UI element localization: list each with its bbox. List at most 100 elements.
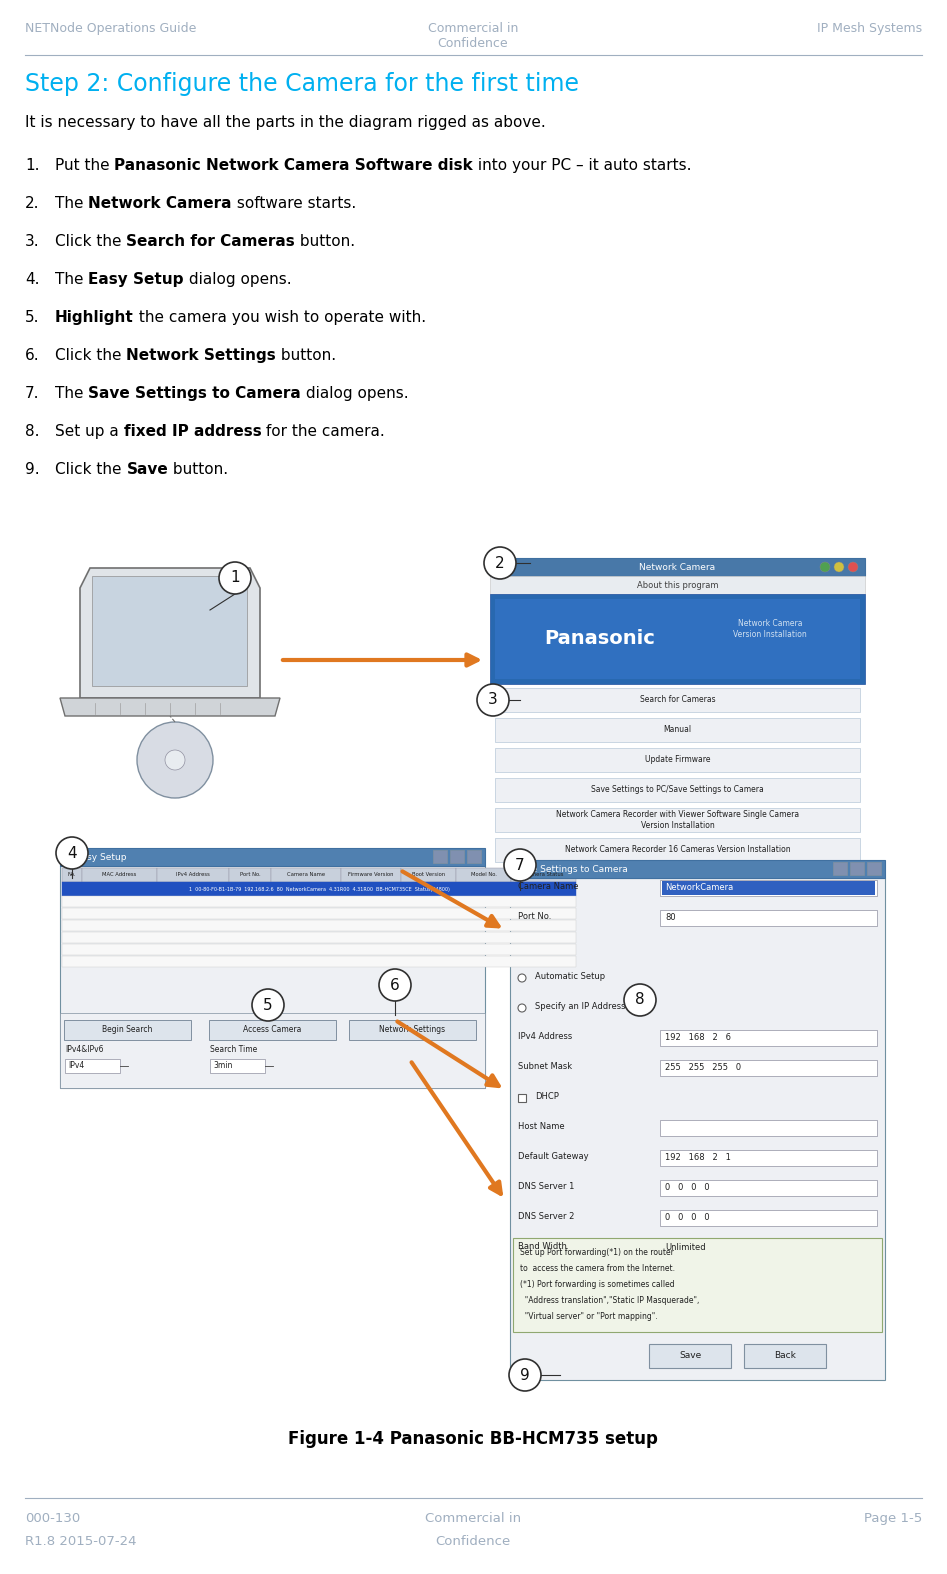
- Circle shape: [477, 685, 509, 716]
- Text: Click the: Click the: [55, 463, 126, 477]
- Text: NETNode Operations Guide: NETNode Operations Guide: [25, 22, 196, 35]
- Text: Boot Version: Boot Version: [412, 872, 445, 877]
- Text: Firmware Version: Firmware Version: [348, 872, 394, 877]
- FancyBboxPatch shape: [867, 863, 881, 875]
- Text: Set up a: Set up a: [55, 423, 124, 439]
- FancyBboxPatch shape: [60, 1014, 485, 1088]
- Circle shape: [834, 562, 844, 571]
- Text: Specify an IP Address: Specify an IP Address: [535, 1003, 626, 1011]
- Circle shape: [504, 848, 536, 881]
- FancyBboxPatch shape: [62, 944, 576, 955]
- FancyBboxPatch shape: [510, 878, 885, 1380]
- Text: Network Camera
Version Installation: Network Camera Version Installation: [733, 619, 807, 639]
- Circle shape: [219, 562, 251, 593]
- Text: MAC Address: MAC Address: [102, 872, 136, 877]
- Text: Unlimited: Unlimited: [665, 1243, 706, 1253]
- FancyBboxPatch shape: [341, 867, 401, 881]
- Text: 1.: 1.: [25, 157, 40, 173]
- Text: 255   255   255   0: 255 255 255 0: [665, 1064, 742, 1072]
- FancyBboxPatch shape: [649, 1344, 731, 1368]
- Circle shape: [848, 562, 858, 571]
- FancyBboxPatch shape: [62, 955, 576, 966]
- Polygon shape: [60, 697, 280, 716]
- Text: 8.: 8.: [25, 423, 40, 439]
- FancyBboxPatch shape: [660, 1029, 877, 1047]
- Text: Begin Search: Begin Search: [102, 1026, 152, 1034]
- FancyBboxPatch shape: [62, 867, 82, 881]
- Text: Automatic Setup: Automatic Setup: [535, 973, 605, 981]
- Text: Network Settings: Network Settings: [126, 348, 277, 364]
- FancyBboxPatch shape: [210, 1059, 265, 1073]
- FancyBboxPatch shape: [433, 850, 447, 863]
- Text: button.: button.: [169, 463, 228, 477]
- FancyBboxPatch shape: [660, 880, 877, 896]
- Text: (*1) Port forwarding is sometimes called: (*1) Port forwarding is sometimes called: [520, 1280, 674, 1289]
- Text: button.: button.: [277, 348, 336, 364]
- Text: 4.: 4.: [25, 272, 40, 286]
- FancyBboxPatch shape: [92, 576, 247, 686]
- Text: 9: 9: [520, 1368, 530, 1382]
- Text: 80: 80: [665, 913, 675, 922]
- FancyBboxPatch shape: [660, 1210, 877, 1226]
- FancyBboxPatch shape: [229, 867, 271, 881]
- FancyBboxPatch shape: [62, 919, 576, 930]
- FancyBboxPatch shape: [833, 863, 847, 875]
- Text: 5.: 5.: [25, 310, 40, 324]
- Text: The: The: [55, 386, 88, 401]
- Text: 1  00-80-F0-B1-1B-79  192.168.2.6  80  NetworkCamera  4.31R00  4.31R00  BB-HCM73: 1 00-80-F0-B1-1B-79 192.168.2.6 80 Netwo…: [188, 886, 450, 891]
- Text: Network Camera: Network Camera: [639, 562, 716, 571]
- Text: Network Camera: Network Camera: [88, 197, 232, 211]
- Text: for the camera.: for the camera.: [261, 423, 385, 439]
- FancyBboxPatch shape: [467, 850, 481, 863]
- FancyBboxPatch shape: [495, 600, 860, 678]
- Text: Easy Setup: Easy Setup: [88, 272, 184, 286]
- Circle shape: [252, 988, 284, 1022]
- Circle shape: [518, 974, 526, 982]
- Text: Commercial in: Commercial in: [425, 1513, 521, 1525]
- FancyBboxPatch shape: [850, 863, 864, 875]
- Text: IPv4: IPv4: [68, 1061, 84, 1070]
- Text: software starts.: software starts.: [232, 197, 356, 211]
- Text: Camera Name: Camera Name: [518, 881, 579, 891]
- Text: Camera Status: Camera Status: [524, 872, 563, 877]
- FancyBboxPatch shape: [510, 859, 885, 878]
- FancyBboxPatch shape: [62, 908, 576, 919]
- FancyBboxPatch shape: [495, 748, 860, 771]
- Text: 3: 3: [488, 693, 498, 707]
- Text: Port No.: Port No.: [518, 911, 551, 921]
- Polygon shape: [80, 568, 260, 697]
- FancyBboxPatch shape: [209, 1020, 336, 1040]
- FancyBboxPatch shape: [157, 867, 229, 881]
- Text: IP Mesh Systems: IP Mesh Systems: [817, 22, 922, 35]
- Text: 0   0   0   0: 0 0 0 0: [665, 1184, 709, 1193]
- Text: the camera you wish to operate with.: the camera you wish to operate with.: [134, 310, 426, 324]
- FancyBboxPatch shape: [490, 559, 865, 576]
- FancyBboxPatch shape: [82, 867, 157, 881]
- Text: Network Settings: Network Settings: [379, 1026, 445, 1034]
- Text: Host Name: Host Name: [518, 1122, 564, 1132]
- FancyBboxPatch shape: [490, 593, 865, 685]
- FancyBboxPatch shape: [495, 837, 860, 863]
- Text: IPv4 Address: IPv4 Address: [518, 1033, 572, 1040]
- FancyBboxPatch shape: [660, 1151, 877, 1166]
- Text: NetworkCamera: NetworkCamera: [665, 883, 733, 892]
- Text: Highlight: Highlight: [55, 310, 134, 324]
- Text: Network Camera Recorder with Viewer Software Single Camera
Version Installation: Network Camera Recorder with Viewer Soft…: [556, 811, 799, 829]
- Text: button.: button.: [295, 235, 355, 249]
- Text: Commercial in
Confidence: Commercial in Confidence: [428, 22, 518, 50]
- Text: Save: Save: [126, 463, 169, 477]
- Circle shape: [484, 548, 516, 579]
- FancyBboxPatch shape: [513, 1239, 882, 1332]
- Text: fixed IP address: fixed IP address: [124, 423, 261, 439]
- Text: Save Settings to Camera: Save Settings to Camera: [88, 386, 301, 401]
- Text: Confidence: Confidence: [436, 1535, 510, 1547]
- Text: 6.: 6.: [25, 348, 40, 364]
- Text: dialog opens.: dialog opens.: [301, 386, 409, 401]
- FancyBboxPatch shape: [660, 1059, 877, 1077]
- Circle shape: [137, 722, 213, 798]
- Text: Set up Port forwarding(*1) on the router: Set up Port forwarding(*1) on the router: [520, 1248, 674, 1258]
- Text: IPv4&IPv6: IPv4&IPv6: [65, 1045, 103, 1055]
- Text: 6: 6: [390, 977, 400, 993]
- Circle shape: [518, 1004, 526, 1012]
- FancyBboxPatch shape: [744, 1344, 826, 1368]
